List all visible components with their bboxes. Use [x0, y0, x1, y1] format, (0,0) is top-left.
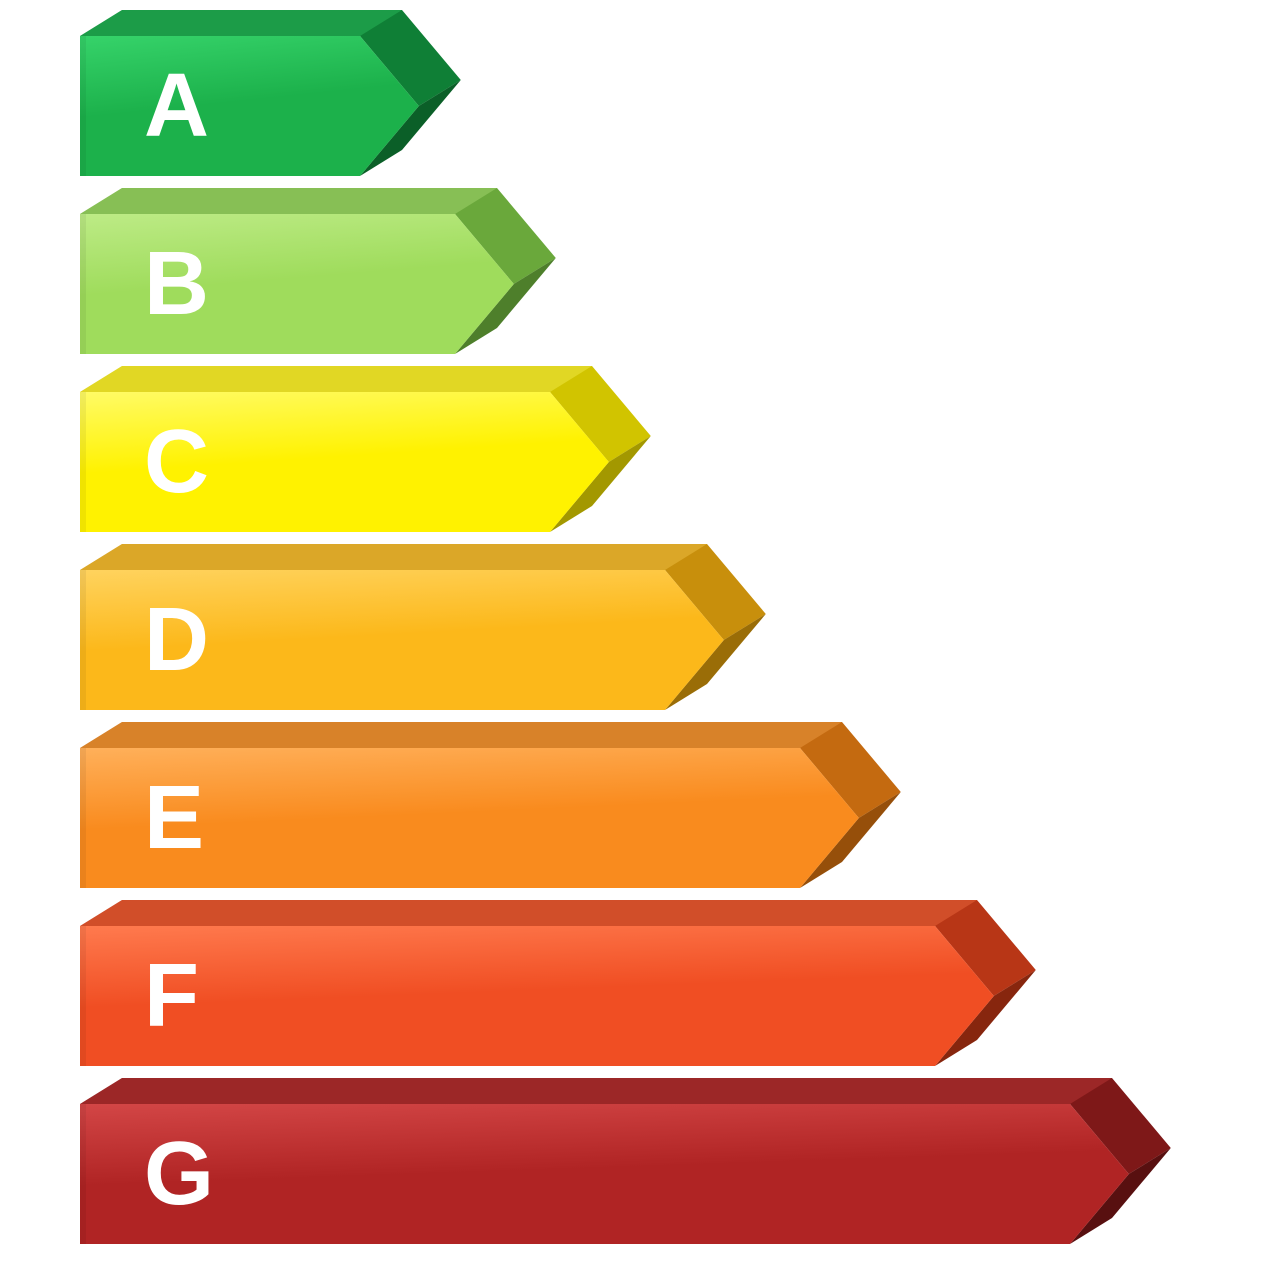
rating-bar-a: A [80, 10, 461, 177]
rating-bar-d: D [80, 544, 766, 711]
rating-label-e: E [144, 768, 204, 868]
rating-label-c: C [144, 412, 209, 512]
rating-bar-f: F [80, 900, 1036, 1067]
rating-bar-b: B [80, 188, 556, 355]
rating-label-a: A [144, 56, 209, 156]
rating-bar-g: G [80, 1078, 1171, 1245]
rating-bar-c: C [80, 366, 651, 533]
rating-label-g: G [144, 1124, 214, 1224]
rating-bar-e: E [80, 722, 901, 889]
rating-label-f: F [144, 946, 199, 1046]
rating-label-b: B [144, 234, 209, 334]
energy-rating-diagram: ABCDEFG [0, 0, 1280, 1280]
rating-label-d: D [144, 590, 209, 690]
